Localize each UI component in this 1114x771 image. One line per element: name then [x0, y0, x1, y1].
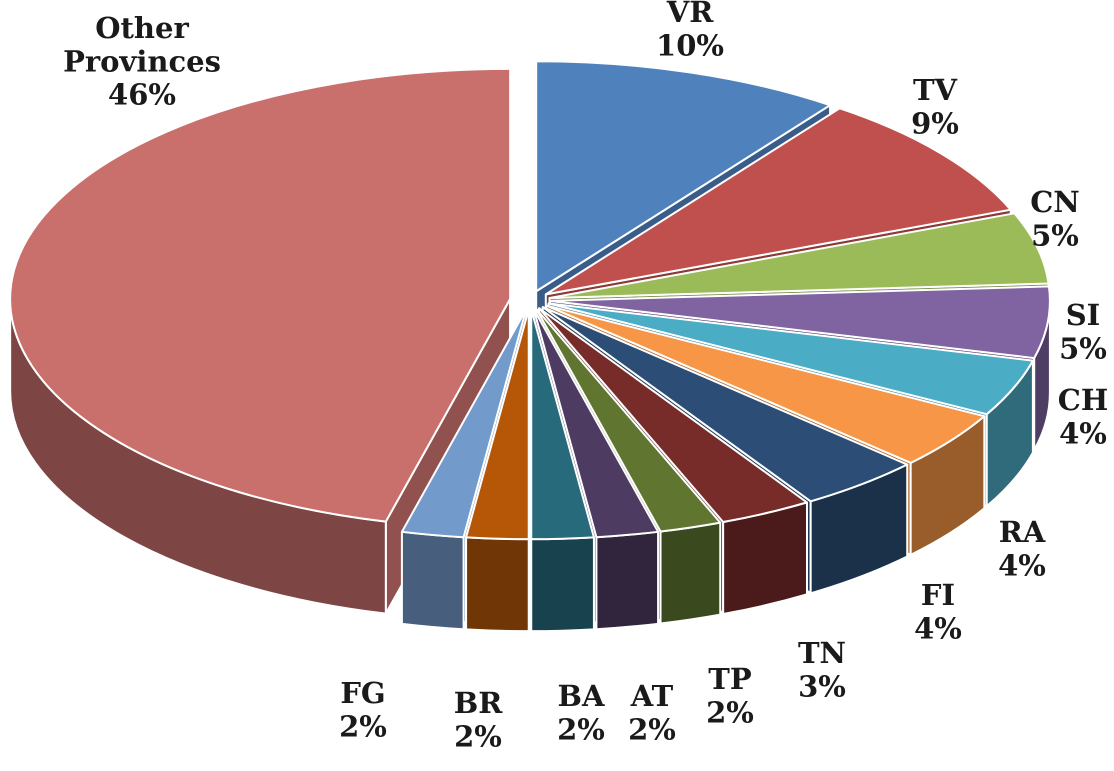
pie-slices [9, 60, 1051, 633]
slice-ch-top [547, 302, 1034, 416]
slice-tp-top [535, 307, 722, 533]
slice-fi-top [541, 306, 909, 503]
slice-br-top [465, 308, 530, 541]
label-ch: CH 4% [1058, 383, 1108, 450]
slice-fg-top [400, 308, 528, 539]
slice-ba-side [530, 536, 595, 633]
slice-other-provinces-top [9, 67, 512, 523]
slice-tn-top [538, 307, 808, 524]
slice-vr-top [535, 60, 832, 293]
slice-labels: VR 10% TV 9% CN 5% SI 5% CH 4% RA 4% FI 4% TN 3% TP 2% AT 2… [63, 0, 1108, 753]
label-fg: FG 2% [339, 676, 387, 743]
label-cn: CN 5% [1030, 185, 1080, 252]
slice-ba-top [530, 308, 595, 541]
slice-ba [530, 308, 595, 633]
slice-br [465, 308, 530, 633]
label-vr: VR 10% [656, 0, 724, 62]
label-fi: FI 4% [914, 578, 962, 645]
slice-ra-top [545, 304, 986, 464]
label-tv: TV 9% [911, 73, 959, 140]
slice-tp-side [659, 521, 722, 625]
label-tp: TP 2% [706, 662, 754, 729]
label-si: SI 5% [1059, 298, 1107, 365]
slice-at-top [532, 308, 660, 539]
slice-cn-top [548, 212, 1050, 299]
slice-br-side [465, 536, 530, 633]
slice-at-side [595, 530, 660, 631]
slice-fg-side [400, 530, 465, 631]
label-other-provinces: Other Provinces 46% [63, 11, 221, 112]
label-tn: TN 3% [798, 636, 846, 703]
label-ra: RA 4% [998, 515, 1046, 582]
label-br: BR 2% [454, 686, 504, 753]
label-ba: BA 2% [557, 679, 605, 746]
slice-si-top [548, 285, 1051, 360]
slice-tv-top [544, 107, 1012, 296]
label-at: AT 2% [628, 679, 676, 746]
